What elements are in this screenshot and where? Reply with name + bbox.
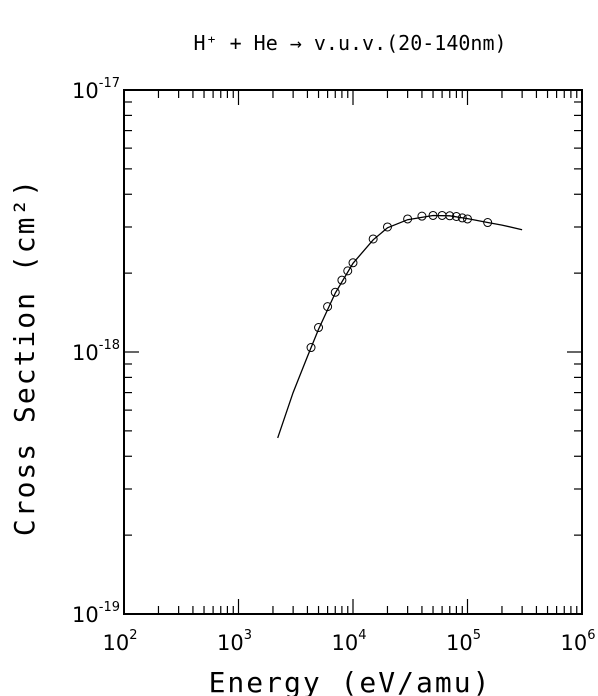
y-tick-label: 10-18 (72, 338, 120, 365)
chart-title: H⁺ + He → v.u.v.(20-140nm) (193, 31, 506, 55)
y-tick-label: 10-17 (72, 76, 120, 103)
x-tick-label: 104 (331, 628, 366, 655)
data-point (483, 218, 493, 228)
data-points (306, 210, 493, 353)
data-point (306, 343, 316, 353)
data-point (428, 210, 438, 220)
data-point (445, 211, 455, 221)
x-tick-label: 103 (217, 628, 252, 655)
data-point (337, 275, 347, 285)
data-point (403, 214, 413, 224)
axis-ticks (123, 89, 583, 615)
plot-frame (123, 89, 583, 615)
data-point (368, 234, 378, 244)
data-point (314, 323, 324, 333)
data-point (417, 211, 427, 221)
axis-tick-labels: 102 103 104 105 106 10-19 10-18 10-17 (72, 76, 595, 655)
data-point (463, 214, 472, 224)
data-point (457, 213, 467, 223)
x-tick-label: 106 (560, 628, 595, 655)
data-point (343, 266, 353, 276)
data-point (451, 211, 461, 221)
y-tick-label: 10-19 (72, 600, 120, 627)
x-axis-title: Energy (eV/amu) (209, 666, 492, 696)
data-point (323, 302, 333, 312)
data-point (330, 287, 340, 297)
data-point (382, 222, 392, 232)
data-point (348, 258, 358, 268)
y-axis-title: Cross Section (cm²) (8, 178, 41, 536)
fit-line (277, 214, 523, 439)
x-tick-label: 105 (446, 628, 481, 655)
x-tick-label: 102 (102, 628, 137, 655)
